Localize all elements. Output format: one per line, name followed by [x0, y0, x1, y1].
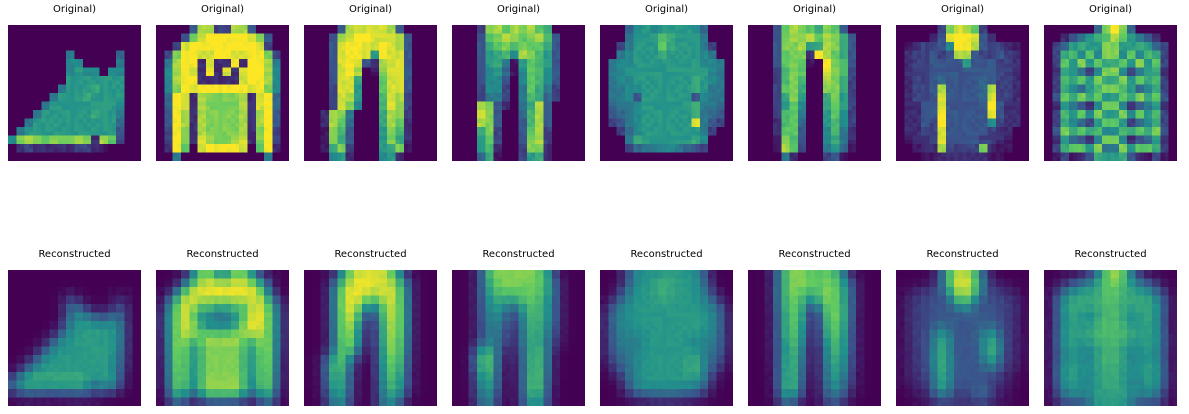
- panel-title: Original): [792, 4, 837, 15]
- row-reconstructed: Reconstructed Reconstructed Reconstructed R…: [8, 248, 1177, 406]
- panel-title: Original): [348, 4, 393, 15]
- panel-title: Reconstructed: [926, 249, 999, 260]
- panel-trousers-b-original: Original): [452, 3, 585, 161]
- blouse-image-original: [600, 25, 733, 161]
- trousers-a-image-original: [304, 25, 437, 161]
- ankle-boot-image-reconstructed: [8, 270, 141, 406]
- panel-plaid-shirt-original: Original): [1044, 3, 1177, 161]
- panel-trousers-a-reconstructed: Reconstructed: [304, 248, 437, 406]
- trousers-b-image-reconstructed: [452, 270, 585, 406]
- panel-trousers-a-original: Original): [304, 3, 437, 161]
- panel-plaid-shirt-reconstructed: Reconstructed: [1044, 248, 1177, 406]
- lee-pullover-image-reconstructed: [156, 270, 289, 406]
- panel-title: Reconstructed: [482, 249, 555, 260]
- trousers-b-image-original: [452, 25, 585, 161]
- panel-title: Original): [496, 4, 541, 15]
- panel-title: Reconstructed: [186, 249, 259, 260]
- panel-title: Original): [52, 4, 97, 15]
- panel-ankle-boot-original: Original): [8, 3, 141, 161]
- panel-lee-pullover-reconstructed: Reconstructed: [156, 248, 289, 406]
- jacket-image-reconstructed: [896, 270, 1029, 406]
- trousers-c-image-reconstructed: [748, 270, 881, 406]
- panel-title: Reconstructed: [630, 249, 703, 260]
- panel-title: Reconstructed: [334, 249, 407, 260]
- trousers-c-image-original: [748, 25, 881, 161]
- panel-title: Original): [200, 4, 245, 15]
- panel-ankle-boot-reconstructed: Reconstructed: [8, 248, 141, 406]
- lee-pullover-image-original: [156, 25, 289, 161]
- blouse-image-reconstructed: [600, 270, 733, 406]
- panel-title: Reconstructed: [778, 249, 851, 260]
- ankle-boot-image-original: [8, 25, 141, 161]
- jacket-image-original: [896, 25, 1029, 161]
- panel-trousers-b-reconstructed: Reconstructed: [452, 248, 585, 406]
- panel-jacket-reconstructed: Reconstructed: [896, 248, 1029, 406]
- panel-title: Reconstructed: [38, 249, 111, 260]
- panel-trousers-c-reconstructed: Reconstructed: [748, 248, 881, 406]
- panel-title: Original): [940, 4, 985, 15]
- panel-title: Original): [644, 4, 689, 15]
- row-original: Original) Original) Original) Original) Orig…: [8, 3, 1177, 161]
- panel-lee-pullover-original: Original): [156, 3, 289, 161]
- panel-blouse-reconstructed: Reconstructed: [600, 248, 733, 406]
- plaid-shirt-image-original: [1044, 25, 1177, 161]
- trousers-a-image-reconstructed: [304, 270, 437, 406]
- panel-title: Original): [1088, 4, 1133, 15]
- panel-trousers-c-original: Original): [748, 3, 881, 161]
- panel-title: Reconstructed: [1074, 249, 1147, 260]
- panel-jacket-original: Original): [896, 3, 1029, 161]
- plaid-shirt-image-reconstructed: [1044, 270, 1177, 406]
- panel-blouse-original: Original): [600, 3, 733, 161]
